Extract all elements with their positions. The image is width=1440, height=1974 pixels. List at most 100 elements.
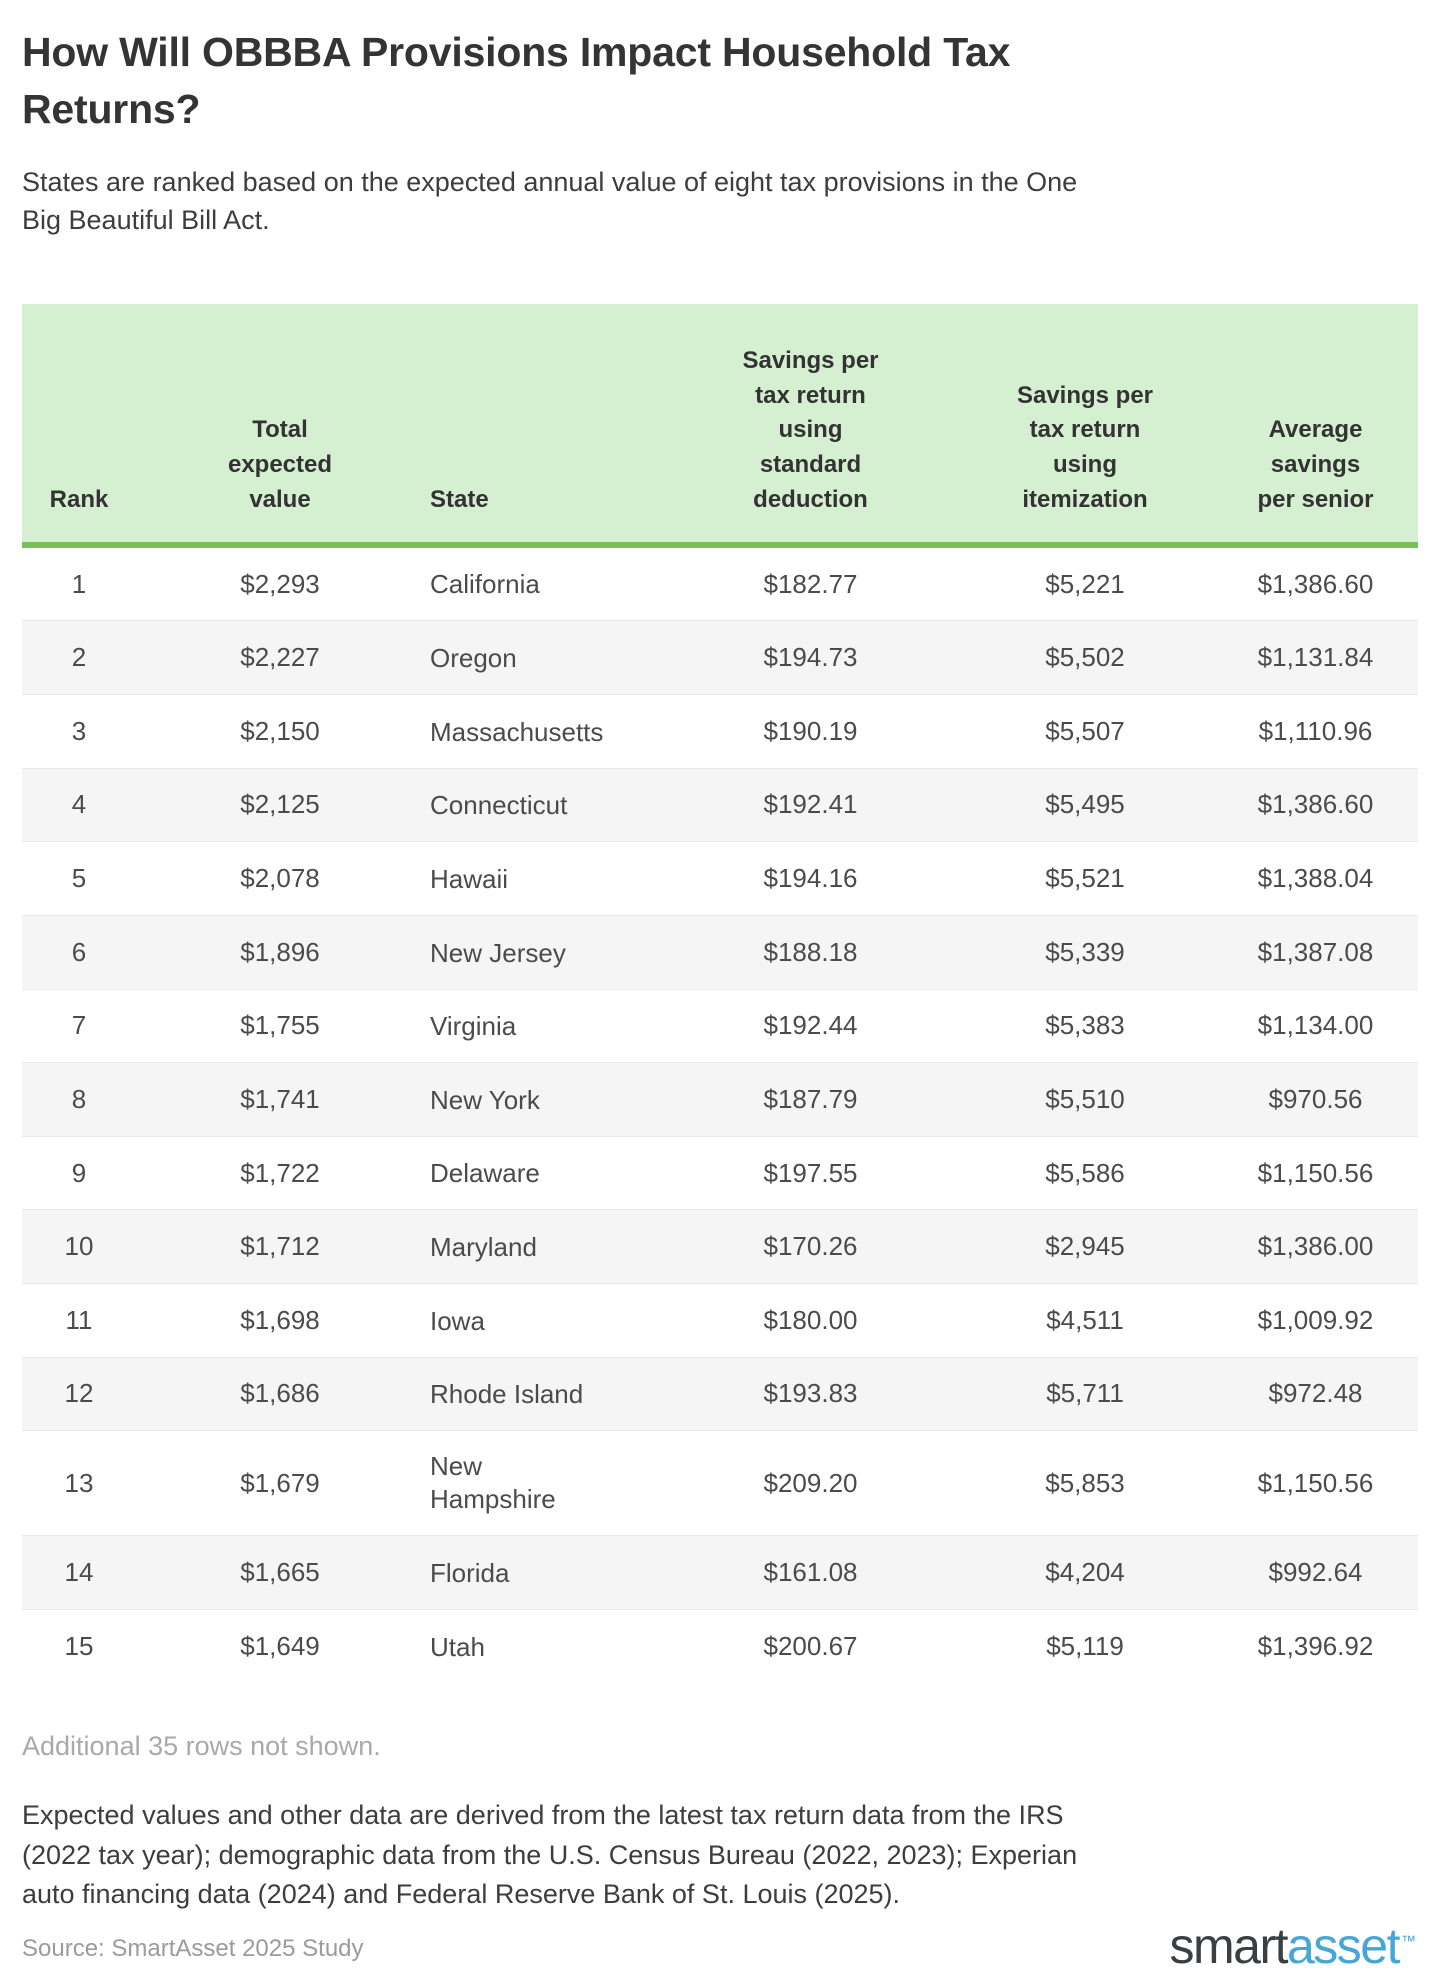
methodology-line: (2022 tax year); demographic data from t…: [22, 1839, 1078, 1870]
cell-item: $4,204: [957, 1536, 1213, 1610]
cell-value: California: [430, 569, 540, 600]
cell-value: Massachusetts: [430, 716, 604, 747]
cell-value: $1,679: [240, 1467, 320, 1498]
cell-value: 12: [64, 1378, 94, 1409]
cell-total: $1,649: [136, 1609, 424, 1682]
logo-text-asset: asset: [1286, 1918, 1401, 1974]
cell-value: $5,383: [1045, 1010, 1125, 1041]
cell-std: $192.41: [664, 768, 957, 842]
cell-rank: 1: [22, 545, 136, 621]
table-row: 4 $2,125 Connecticut $192.41 $5,495 $1,386.60: [22, 768, 1418, 842]
cell-value: $197.55: [763, 1157, 858, 1188]
cell-value: $193.83: [763, 1378, 858, 1409]
source-note: Source: SmartAsset 2025 Study: [22, 1935, 364, 1963]
cell-value: $1,896: [240, 936, 320, 967]
cell-value: $192.41: [763, 789, 858, 820]
table-body: 1 $2,293 California $182.77 $5,221 $1,386.60 2…: [22, 544, 1418, 1683]
cell-total: $1,679: [136, 1431, 424, 1536]
cell-rank: 15: [22, 1609, 136, 1682]
cell-avg: $970.56: [1213, 1063, 1418, 1137]
cell-avg: $992.64: [1213, 1536, 1418, 1610]
cell-std: $192.44: [664, 989, 957, 1063]
cell-value: Rhode Island: [430, 1379, 584, 1410]
column-header-label: Total expected value: [227, 416, 333, 513]
table-row: 11 $1,698 Iowa $180.00 $4,511 $1,009.92: [22, 1283, 1418, 1358]
cell-rank: 8: [22, 1063, 136, 1137]
cell-std: $187.79: [664, 1063, 957, 1137]
cell-value: $5,510: [1045, 1083, 1125, 1114]
cell-state: Maryland: [424, 1210, 664, 1284]
cell-value: $1,686: [240, 1378, 320, 1409]
cell-avg: $1,387.08: [1213, 915, 1418, 989]
cell-total: $1,722: [136, 1136, 424, 1210]
cell-value: Maryland: [430, 1232, 537, 1263]
cell-value: 13: [64, 1467, 94, 1498]
cell-rank: 6: [22, 915, 136, 989]
cell-total: $2,150: [136, 695, 424, 769]
cell-value: $972.48: [1268, 1378, 1363, 1409]
cell-total: $1,741: [136, 1063, 424, 1137]
cell-value: 5: [71, 863, 87, 894]
cell-std: $209.20: [664, 1431, 957, 1536]
cell-value: $1,396.92: [1257, 1630, 1374, 1661]
cell-value: $992.64: [1268, 1557, 1363, 1588]
cell-avg: $1,386.60: [1213, 768, 1418, 842]
table-row: 14 $1,665 Florida $161.08 $4,204 $992.64: [22, 1535, 1418, 1610]
cell-value: $170.26: [763, 1231, 858, 1262]
cell-value: 14: [64, 1557, 94, 1588]
cell-value: $209.20: [763, 1467, 858, 1498]
cell-value: $1,134.00: [1257, 1010, 1374, 1041]
cell-state: Connecticut: [424, 768, 664, 842]
column-header-label: Savings per tax return using itemization: [1016, 381, 1154, 513]
column-header-label: Average savings per senior: [1257, 416, 1374, 513]
cell-std: $182.77: [664, 545, 957, 621]
cell-value: Utah: [430, 1631, 485, 1662]
cell-value: $1,741: [240, 1083, 320, 1114]
column-header-avg: Average savings per senior: [1213, 303, 1418, 548]
rankings-table: Rank Total expected value State Savings per…: [22, 303, 1418, 1683]
cell-value: $1,649: [240, 1630, 320, 1661]
cell-value: $5,119: [1046, 1630, 1124, 1661]
cell-rank: 10: [22, 1210, 136, 1284]
column-header-rank: Rank: [22, 303, 136, 548]
cell-item: $2,945: [957, 1210, 1213, 1284]
cell-avg: $972.48: [1213, 1357, 1418, 1431]
cell-std: $194.73: [664, 621, 957, 695]
methodology-note: Expected values and other data are deriv…: [22, 1796, 1192, 1916]
cell-std: $190.19: [664, 695, 957, 769]
cell-rank: 14: [22, 1536, 136, 1610]
cell-value: Connecticut: [430, 790, 568, 821]
cell-std: $197.55: [664, 1136, 957, 1210]
column-header-item: Savings per tax return using itemization: [957, 303, 1213, 548]
cell-value: 4: [71, 789, 87, 820]
cell-avg: $1,009.92: [1213, 1284, 1418, 1358]
methodology-line: auto financing data (2024) and Federal R…: [22, 1879, 901, 1910]
cell-value: $2,150: [240, 715, 320, 746]
cell-state: Oregon: [424, 621, 664, 695]
cell-item: $5,853: [957, 1431, 1213, 1536]
cell-value: $1,387.08: [1257, 936, 1374, 967]
cell-std: $161.08: [664, 1536, 957, 1610]
cell-value: $1,698: [240, 1304, 320, 1335]
logo-trademark-icon: ™: [1401, 1932, 1416, 1950]
cell-value: 15: [64, 1630, 94, 1661]
table-row: 5 $2,078 Hawaii $194.16 $5,521 $1,388.04: [22, 841, 1418, 916]
cell-item: $5,711: [957, 1357, 1213, 1431]
cell-avg: $1,110.96: [1213, 695, 1418, 769]
table-row: 9 $1,722 Delaware $197.55 $5,586 $1,150.56: [22, 1136, 1418, 1210]
cell-state: Florida: [424, 1536, 664, 1610]
cell-total: $1,698: [136, 1284, 424, 1358]
table-row: 2 $2,227 Oregon $194.73 $5,502 $1,131.84: [22, 620, 1418, 695]
cell-value: $1,110.96: [1258, 715, 1373, 746]
cell-value: $5,221: [1045, 568, 1125, 599]
cell-std: $170.26: [664, 1210, 957, 1284]
cell-total: $1,665: [136, 1536, 424, 1610]
cell-avg: $1,386.60: [1213, 545, 1418, 621]
column-header-label: Savings per tax return using standard de…: [742, 346, 879, 513]
cell-value: $188.18: [763, 936, 858, 967]
cell-total: $1,686: [136, 1357, 424, 1431]
cell-rank: 5: [22, 842, 136, 916]
cell-rank: 12: [22, 1357, 136, 1431]
cell-total: $1,755: [136, 989, 424, 1063]
cell-state: Utah: [424, 1609, 664, 1682]
